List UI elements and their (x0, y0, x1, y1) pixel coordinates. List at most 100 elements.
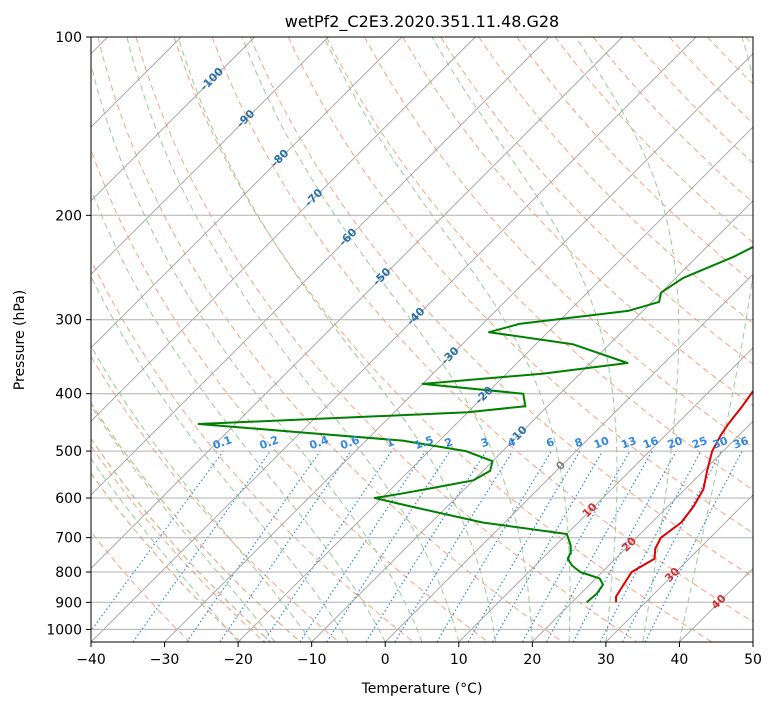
plot-frame (90, 36, 754, 643)
y-tick-label: 600 (55, 491, 82, 507)
isotherm-label: -90 (234, 107, 257, 130)
x-tick-label: 10 (450, 652, 468, 668)
isotherm (164, 52, 753, 642)
y-tick-label: 500 (55, 444, 82, 460)
mixing-ratio-line (365, 450, 487, 642)
mixing-ratio-label: 2 (443, 435, 455, 450)
x-tick-label: 20 (523, 652, 541, 668)
dry-adiabat (91, 258, 414, 642)
isotherm (311, 200, 753, 642)
x-tick-label: −20 (223, 652, 253, 668)
mixing-ratio-line (132, 450, 271, 642)
isotherm (752, 641, 753, 642)
dry-adiabat (249, 37, 753, 578)
temperature-profile (615, 389, 753, 603)
y-tick-label: 900 (55, 595, 82, 611)
dewpoint-profile (197, 245, 753, 604)
moist-adiabat (177, 37, 497, 642)
isotherm-label: -40 (404, 304, 427, 327)
mixing-ratio-line (644, 450, 743, 642)
isotherm (91, 37, 476, 422)
dry-adiabat (326, 37, 753, 491)
isotherm (384, 273, 753, 642)
isotherm-label: 0 (553, 458, 568, 473)
isotherm (605, 494, 753, 642)
x-tick-label: 50 (744, 652, 762, 668)
theta-e-line (91, 437, 272, 642)
dry-adiabat (707, 37, 753, 85)
mixing-ratio-line (467, 450, 581, 642)
y-tick-label: 300 (55, 313, 82, 329)
mixing-ratio-label: 8 (573, 435, 585, 450)
moist-adiabat (241, 37, 533, 642)
isotherm (91, 37, 256, 202)
dry-adiabat (91, 445, 265, 642)
profile-lines (197, 245, 753, 604)
chart-title: wetPf2_C2E3.2020.351.11.48.G28 (285, 12, 559, 32)
mixing-ratio-line (299, 450, 426, 642)
dry-adiabat (402, 37, 753, 407)
moist-adiabat (678, 37, 753, 642)
mixing-ratio-line (521, 450, 631, 642)
isotherm (237, 126, 753, 642)
mixing-ratio-label: 16 (641, 434, 660, 452)
mixing-ratio-line (186, 450, 321, 642)
mixing-ratio-label: 0.4 (308, 433, 331, 452)
mixing-ratio-line (599, 450, 702, 642)
x-tick-label: 40 (671, 652, 689, 668)
dry-adiabat (97, 37, 563, 642)
x-axis-label: Temperature (°C) (361, 681, 483, 697)
mixing-ratio-label: 0.1 (211, 433, 234, 452)
mixing-ratio-line (546, 450, 653, 642)
isotherm (679, 567, 753, 642)
moist-adiabat (91, 275, 349, 642)
mixing-ratio-label: 0.2 (258, 433, 281, 452)
theta-e-line (91, 472, 242, 642)
mixing-ratio-label: 20 (666, 434, 685, 452)
y-tick-label: 200 (55, 208, 82, 224)
dry-adiabat (592, 37, 753, 204)
isotherm (91, 37, 329, 275)
isotherm (91, 37, 403, 349)
dry-adiabat (211, 37, 753, 623)
dry-adiabat (173, 37, 713, 642)
mixing-ratio-line (326, 450, 451, 642)
x-tick-label: −30 (150, 652, 180, 668)
x-tick-label: 30 (597, 652, 615, 668)
axis-ticks: −40 −30 −20 −10 0 10 20 30 40 5010020030040050060… (46, 30, 762, 668)
mixing-ratio-line (262, 450, 392, 642)
isotherm-label: 40 (709, 592, 729, 612)
mixing-ratio-line (219, 450, 352, 642)
moist-adiabat (91, 188, 386, 642)
mixing-ratio-label: 1.5 (413, 433, 436, 452)
dry-adiabat (91, 355, 340, 642)
x-tick-label: −40 (76, 652, 106, 668)
y-tick-label: 100 (55, 30, 82, 46)
isotherm (458, 347, 753, 642)
mixing-ratio-line (91, 450, 224, 632)
moist-adiabat (323, 37, 571, 642)
mixing-ratio-label: 10 (592, 434, 611, 452)
mixing-ratio-label: 36 (731, 434, 750, 452)
isotherm-label: -70 (302, 186, 325, 209)
dry-adiabat (91, 530, 191, 642)
mixing-ratio-label: 25 (690, 434, 709, 451)
isotherm-label: -20 (472, 383, 495, 406)
mixing-ratio-label: 1 (384, 435, 396, 450)
y-tick-label: 1000 (46, 622, 82, 638)
isotherm-label: -30 (438, 344, 461, 367)
y-tick-label: 700 (55, 531, 82, 547)
dry-adiabat (287, 37, 753, 534)
dry-adiabat (135, 37, 638, 642)
mixing-ratio-label: 6 (544, 435, 556, 450)
dry-adiabat (554, 37, 753, 244)
isotherm (91, 37, 550, 496)
y-tick-label: 400 (55, 387, 82, 403)
moist-adiabat (91, 404, 276, 642)
isotherm-label: -100 (197, 65, 226, 94)
isotherm-label: 30 (662, 565, 682, 585)
moist-adiabat (126, 37, 460, 642)
dry-adiabat (440, 37, 753, 365)
isotherm (91, 37, 623, 570)
